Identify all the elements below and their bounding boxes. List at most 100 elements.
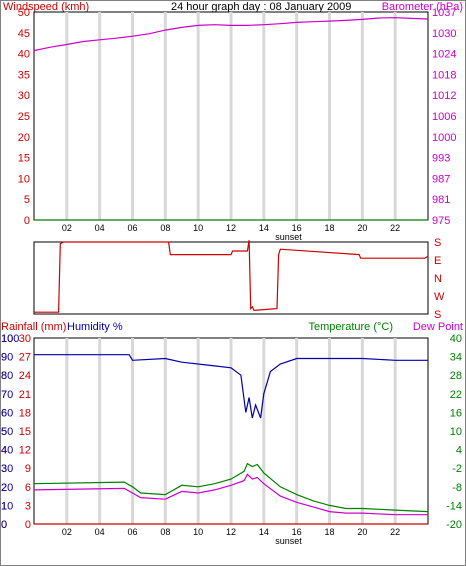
x-tick-label: 12 <box>226 223 236 233</box>
rainfall-tick-label: 9 <box>1 352 7 364</box>
windspeed-axis-label: Windspeed (kmh) <box>3 1 89 13</box>
x-tick-label: 22 <box>390 527 400 537</box>
x-tick-label: 20 <box>357 527 367 537</box>
temperature-tick-label: 34 <box>450 352 462 364</box>
humidity-tick-label: 30 <box>1 463 13 475</box>
rainfall-tick-label: 7 <box>1 389 7 401</box>
windspeed-tick-label: 40 <box>18 49 30 61</box>
temp-left-tick-label: 21 <box>19 389 31 401</box>
temp-left-tick-label: 24 <box>19 370 31 382</box>
barometer-tick-label: 1037 <box>432 7 456 19</box>
x-tick-label: 04 <box>95 527 105 537</box>
x-tick-label: 14 <box>259 527 269 537</box>
wind-direction-series-line <box>34 240 429 313</box>
x-tick-label: 08 <box>160 223 170 233</box>
temperature-tick-label: 10 <box>450 426 462 438</box>
barometer-tick-label: 1000 <box>432 132 456 144</box>
temperature-tick-label: 28 <box>450 370 462 382</box>
windspeed-tick-label: 15 <box>18 153 30 165</box>
temp-left-tick-label: 6 <box>25 482 31 494</box>
temperature-tick-label: -2 <box>452 463 462 475</box>
dew-point-series-line <box>33 473 428 516</box>
direction-tick-label: N <box>434 273 442 285</box>
windspeed-tick-label: 25 <box>18 111 30 123</box>
temp-left-tick-label: 27 <box>19 352 31 364</box>
temperature-tick-label: -8 <box>452 482 462 494</box>
temp-left-tick-label: 15 <box>19 426 31 438</box>
barometer-tick-label: 1030 <box>432 28 456 40</box>
x-tick-label: 16 <box>292 527 302 537</box>
x-tick-label: 06 <box>127 223 137 233</box>
x-tick-label: 20 <box>357 223 367 233</box>
barometer-series-line <box>33 17 429 52</box>
rainfall-tick-label: 5 <box>1 426 7 438</box>
barometer-tick-label: 1024 <box>432 49 456 61</box>
temp-left-tick-label: 18 <box>19 407 31 419</box>
x-tick-label: 10 <box>193 223 203 233</box>
x-tick-label: 04 <box>95 223 105 233</box>
barometer-axis-label: Barometer (hPa) <box>382 1 463 13</box>
rainfall-tick-label: 2 <box>1 482 7 494</box>
direction-tick-label: E <box>434 255 441 267</box>
humidity-tick-label: 90 <box>1 352 13 364</box>
plot-frame <box>33 241 429 315</box>
barometer-tick-label: 1006 <box>432 111 456 123</box>
humidity-tick-label: 40 <box>1 445 13 457</box>
barometer-tick-label: 993 <box>432 153 450 165</box>
x-tick-label: 12 <box>226 527 236 537</box>
x-tick-label: 06 <box>127 527 137 537</box>
sunset-label: sunset <box>275 232 302 242</box>
barometer-tick-label: 1012 <box>432 90 456 102</box>
windspeed-tick-label: 30 <box>18 90 30 102</box>
x-tick-label: 02 <box>62 527 72 537</box>
temperature-series-line <box>33 462 429 513</box>
dewpoint-axis-label: Dew Point <box>413 321 463 333</box>
rainfall-tick-label: 10 <box>1 333 13 345</box>
temperature-tick-label: 22 <box>450 389 462 401</box>
temperature-tick-label: 4 <box>456 445 462 457</box>
humidity-tick-label: 0 <box>1 519 7 531</box>
windspeed-tick-label: 10 <box>18 173 30 185</box>
temp-left-tick-label: 3 <box>25 500 31 512</box>
temp-left-tick-label: 12 <box>19 445 31 457</box>
x-tick-label: 10 <box>193 527 203 537</box>
x-tick-label: 16 <box>292 223 302 233</box>
humidity-tick-label: 70 <box>1 389 13 401</box>
x-tick-label: 18 <box>324 223 334 233</box>
rainfall-tick-label: 8 <box>1 370 7 382</box>
rainfall-tick-label: 0 <box>1 519 7 531</box>
rainfall-tick-label: 3 <box>1 463 7 475</box>
rainfall-axis-label: Rainfall (mm) <box>1 321 66 333</box>
windspeed-tick-label: 5 <box>24 194 30 206</box>
sunset-label: sunset <box>275 536 302 546</box>
barometer-windspeed-panel: 02 04 06 08 10 12 14 16 18 20 22sunset504540353025… <box>18 7 457 242</box>
temperature-axis-label: Temperature (°C) <box>309 321 393 333</box>
temp-left-tick-label: 0 <box>25 519 31 531</box>
rainfall-tick-label: 1 <box>1 500 7 512</box>
temperature-tick-label: 16 <box>450 407 462 419</box>
direction-tick-label: S <box>434 237 441 249</box>
windspeed-tick-label: 35 <box>18 69 30 81</box>
humidity-tick-label: 50 <box>1 426 13 438</box>
x-tick-label: 14 <box>259 223 269 233</box>
barometer-tick-label: 981 <box>432 194 450 206</box>
barometer-tick-label: 975 <box>432 215 450 227</box>
x-tick-label: 18 <box>324 527 334 537</box>
humidity-tick-label: 20 <box>1 482 13 494</box>
windspeed-tick-label: 45 <box>18 28 30 40</box>
windspeed-tick-label: 50 <box>18 7 30 19</box>
temperature-tick-label: -20 <box>446 519 462 531</box>
windspeed-tick-label: 20 <box>18 132 30 144</box>
humidity-tick-label: 10 <box>1 500 13 512</box>
x-tick-label: 02 <box>62 223 72 233</box>
chart-title: 24 hour graph day : 08 January 2009 <box>171 1 351 13</box>
barometer-tick-label: 1018 <box>432 69 456 81</box>
x-tick-label: 08 <box>160 527 170 537</box>
rainfall-tick-label: 4 <box>1 445 7 457</box>
humidity-tick-label: 100 <box>1 333 19 345</box>
temp-left-tick-label: 9 <box>25 463 31 475</box>
humidity-tick-label: 60 <box>1 407 13 419</box>
